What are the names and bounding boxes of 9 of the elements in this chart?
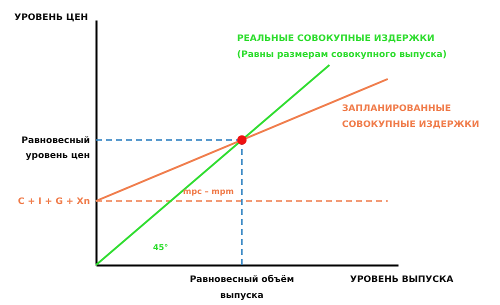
y-axis-title: УРОВЕНЬ ЦЕН [14,13,88,23]
text: РЕАЛЬНЫЕ СОВОКУПНЫЕ ИЗДЕРЖКИ (Равны размерам совокупного выпуска) [237,34,447,60]
x-axis-title: УРОВЕНЬ ВЫПУСКА [350,275,454,285]
annotation: 45° [153,243,168,252]
series-label: ЗАПЛАНИРОВАННЫЕ СОВОКУПНЫЕ ИЗДЕРЖКИ [342,104,480,130]
ref-line-label: Равновесный уровень цен [21,136,90,161]
annotation: mpc – mpm [183,187,234,196]
ref-line-label: C + I + G + Xn [18,197,90,207]
text: Равновесный объём выпуска [190,274,294,301]
